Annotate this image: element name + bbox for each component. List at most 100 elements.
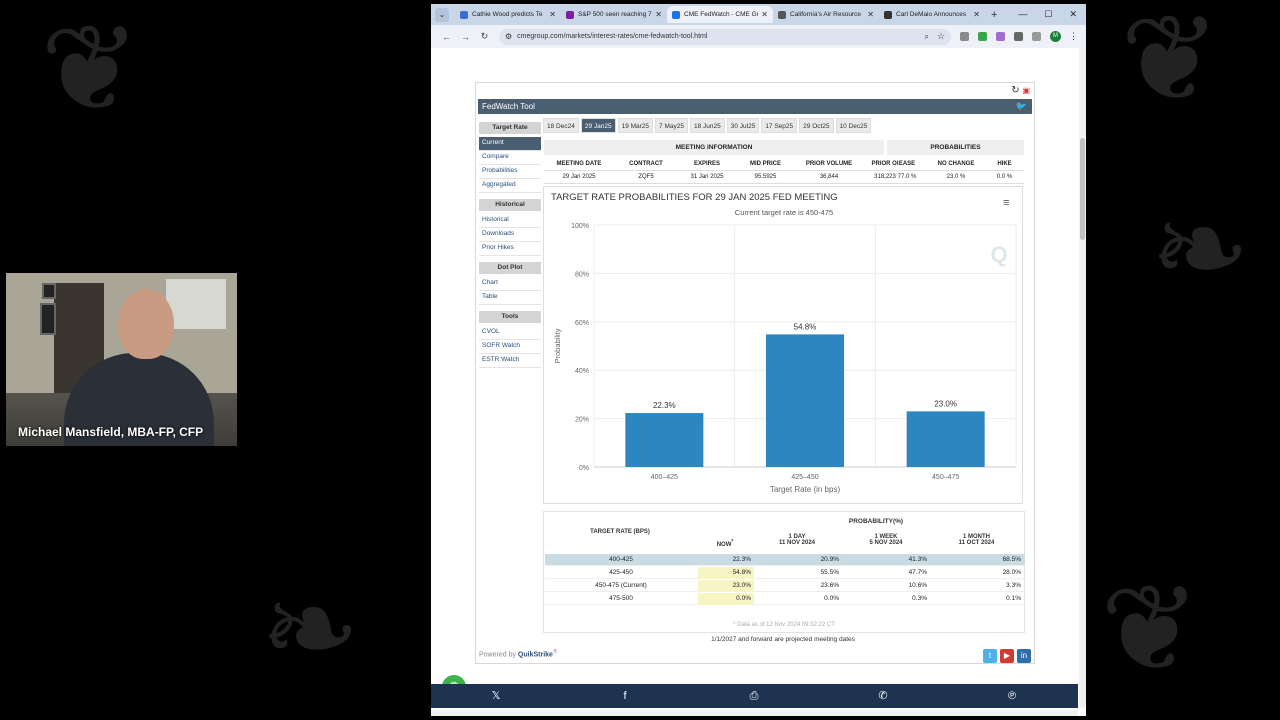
fedwatch-sidebar: Target Rate Current Compare Probabilities Ag… <box>479 122 541 368</box>
probability-cell: 22.3% <box>732 556 751 563</box>
sidebar-item-current[interactable]: Current <box>479 137 541 151</box>
meeting-info-column-header: PRIOR OI <box>871 161 899 167</box>
profile-avatar[interactable]: M <box>1050 31 1061 42</box>
reload-icon[interactable]: ↻ <box>480 31 489 41</box>
x-axis-label: Target Rate (in bps) <box>770 485 841 494</box>
target-rate-cell: 400-425 <box>609 556 633 563</box>
browser-tab[interactable]: S&P 500 seen reaching 7 ✕ <box>561 6 667 23</box>
twitter-share-icon[interactable]: t <box>983 649 997 663</box>
scrollbar-thumb[interactable] <box>1080 138 1085 240</box>
vertical-scrollbar[interactable] <box>1079 48 1086 708</box>
x-share-icon[interactable]: 𝕏 <box>491 690 501 702</box>
back-icon[interactable]: ← <box>442 31 451 42</box>
browser-tab[interactable]: CME FedWatch - CME Gr ✕ <box>667 6 773 23</box>
meeting-date-tab[interactable]: 18 Jun25 <box>689 118 725 133</box>
new-tab-icon[interactable]: + <box>991 8 998 21</box>
tab-close-icon[interactable]: ✕ <box>867 10 874 19</box>
meeting-info-column-header: PRIOR VOLUME <box>805 161 853 167</box>
minimize-icon[interactable]: — <box>1018 9 1028 19</box>
sidebar-item-aggregated[interactable]: Aggregated <box>479 179 541 193</box>
meeting-date-tab[interactable]: 10 Dec25 <box>835 118 872 133</box>
tab-title: CME FedWatch - CME Gr <box>684 11 759 18</box>
bookmark-star-icon[interactable]: ☆ <box>936 31 945 41</box>
twitter-icon[interactable]: 🐦 <box>1015 101 1027 111</box>
column-note: * <box>731 539 734 545</box>
column-label: 1 MONTH <box>963 534 990 540</box>
linkedin-icon[interactable]: in <box>1017 649 1031 663</box>
sidebar-item-compare[interactable]: Compare <box>479 151 541 165</box>
sidebar-item-table[interactable]: Table <box>479 291 541 305</box>
tab-close-icon[interactable]: ✕ <box>973 10 980 19</box>
y-tick-label: 40% <box>575 368 589 375</box>
maximize-icon[interactable]: ☐ <box>1044 9 1053 19</box>
sidebar-item-downloads[interactable]: Downloads <box>479 228 541 242</box>
probability-value: 23.0 % <box>946 174 966 180</box>
sidebar-item-prior-hikes[interactable]: Prior Hikes <box>479 242 541 256</box>
youtube-icon[interactable]: ▶ <box>1000 649 1014 663</box>
meeting-date-tab[interactable]: 29 Jan25 <box>580 118 616 133</box>
refresh-icon[interactable]: ↻ <box>1011 85 1020 96</box>
url-field[interactable]: ⚙ cmegroup.com/markets/interest-rates/cm… <box>499 28 951 45</box>
meeting-date-tab[interactable]: 17 Sep25 <box>761 118 798 133</box>
meeting-info-value: 95.5925 <box>754 174 777 180</box>
tab-close-icon[interactable]: ✕ <box>655 10 662 19</box>
browser-tab[interactable]: California's Air Resource ✕ <box>773 6 879 23</box>
tab-favicon-icon <box>460 10 468 19</box>
probability-cell: 54.8% <box>698 567 754 579</box>
sidepanel-icon[interactable] <box>1032 32 1041 41</box>
browser-tab[interactable]: Cathie Wood predicts Te ✕ <box>455 6 561 23</box>
probability-cell: 0.0% <box>698 593 754 605</box>
meeting-date-tab[interactable]: 7 May25 <box>655 118 688 133</box>
probability-cell: 41.3% <box>908 556 927 563</box>
registered-mark: ® <box>552 649 558 655</box>
whatsapp-share-icon[interactable]: ✆ <box>878 690 888 702</box>
site-info-icon[interactable]: ⚙ <box>505 32 513 41</box>
probability-column-header: HIKE <box>997 161 1012 167</box>
powered-by: Powered by QuikStrike® <box>479 649 557 658</box>
meeting-info-column-header: EXPIRES <box>693 161 720 167</box>
meeting-date-tab[interactable]: 19 Mar25 <box>617 118 654 133</box>
forward-icon[interactable]: → <box>461 31 470 42</box>
horizontal-scrollbar[interactable] <box>431 710 1078 716</box>
extensions-puzzle-icon[interactable] <box>1014 32 1023 41</box>
sidebar-item-historical[interactable]: Historical <box>479 214 541 228</box>
sidebar-section-header: Target Rate <box>479 122 541 134</box>
chart-subtitle: Current target rate is 450-475 <box>735 208 833 217</box>
y-tick-label: 20% <box>575 417 589 424</box>
tab-close-icon[interactable]: ✕ <box>761 10 768 19</box>
print-icon[interactable]: ⎙ <box>749 690 759 702</box>
probability-row: 425-450 54.8% 55.5% 47.7% 28.0% <box>545 567 1025 579</box>
meeting-date-tab[interactable]: 29 Oct25 <box>799 118 834 133</box>
widget-social-links: t ▶ in <box>983 649 1031 663</box>
chart-watermark-icon: Q <box>990 242 1007 267</box>
zoom-icon[interactable]: ⌕ <box>924 31 929 41</box>
close-window-icon[interactable]: ✕ <box>1069 9 1077 19</box>
browser-tab[interactable]: Carl DeMaio Announces ✕ <box>879 6 985 23</box>
window-controls: — ☐ ✕ <box>1018 9 1086 20</box>
webcam-frame <box>42 283 56 299</box>
browser-menu-icon[interactable]: ⋮ <box>1069 31 1078 41</box>
y-tick-label: 60% <box>575 320 589 327</box>
meeting-date-tabs: 18 Dec24 29 Jan25 19 Mar25 7 May25 18 Jun25 3… <box>543 118 872 133</box>
extension-icon[interactable] <box>960 32 969 41</box>
extension-icon[interactable] <box>996 32 1005 41</box>
facebook-share-icon[interactable]: f <box>623 690 627 702</box>
sidebar-item-cvol[interactable]: CVOL <box>479 326 541 340</box>
pinterest-share-icon[interactable]: ℗ <box>1007 690 1017 702</box>
background-leaf: ❧ <box>1150 180 1251 319</box>
tab-favicon-icon <box>884 10 892 19</box>
extension-icon[interactable] <box>978 32 987 41</box>
quikstrike-link[interactable]: QuikStrike <box>517 651 553 659</box>
tab-search-icon[interactable]: ⌄ <box>435 7 449 22</box>
sidebar-item-estr-watch[interactable]: ESTR Watch <box>479 354 541 368</box>
tab-close-icon[interactable]: ✕ <box>549 10 556 19</box>
sidebar-item-sofr-watch[interactable]: SOFR Watch <box>479 340 541 354</box>
chart-menu-icon[interactable]: ≡ <box>1003 197 1009 209</box>
sidebar-item-chart[interactable]: Chart <box>479 277 541 291</box>
meeting-date-tab[interactable]: 18 Dec24 <box>543 118 579 133</box>
probability-column-header: 1 WEEK 5 NOV 2024 <box>843 534 929 546</box>
meeting-date-tab[interactable]: 30 Jul25 <box>726 118 760 133</box>
webcam-frame <box>40 303 56 335</box>
sidebar-item-probabilities[interactable]: Probabilities <box>479 165 541 179</box>
close-widget-icon[interactable]: ▣ <box>1022 86 1030 95</box>
